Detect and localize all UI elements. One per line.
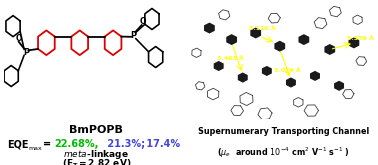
Text: 22.68%,: 22.68%, [54, 139, 98, 149]
Polygon shape [285, 77, 296, 88]
Polygon shape [274, 40, 286, 52]
Text: P: P [130, 31, 136, 40]
Text: P: P [23, 48, 29, 57]
Text: max: max [29, 146, 43, 150]
Polygon shape [309, 70, 321, 82]
Text: BmPOPB: BmPOPB [70, 125, 123, 135]
Text: O: O [15, 33, 22, 43]
Text: 3.074 Å: 3.074 Å [274, 68, 301, 73]
Polygon shape [249, 27, 262, 39]
Text: EQE: EQE [8, 139, 29, 149]
Polygon shape [298, 33, 310, 46]
Text: Supernumerary Transporting Channel: Supernumerary Transporting Channel [198, 127, 369, 136]
Text: =: = [43, 139, 54, 149]
Polygon shape [237, 72, 248, 83]
Polygon shape [348, 37, 360, 49]
Text: 3.110 Å: 3.110 Å [249, 26, 276, 31]
Polygon shape [203, 22, 215, 34]
Text: $\bf{(E_T}$$\bf{=2.82\ eV)}$: $\bf{(E_T}$$\bf{=2.82\ eV)}$ [62, 157, 131, 165]
Text: ($\mu_e$  around $10^{-4}$ cm$^2$ V$^{-1}$ s$^{-1}$ ): ($\mu_e$ around $10^{-4}$ cm$^2$ V$^{-1}… [217, 146, 350, 160]
Text: 3.539 Å: 3.539 Å [347, 36, 374, 41]
Polygon shape [261, 65, 273, 77]
Polygon shape [324, 43, 336, 56]
Polygon shape [226, 33, 238, 46]
Polygon shape [213, 60, 224, 72]
Polygon shape [333, 80, 345, 92]
Text: 17.4%: 17.4% [143, 139, 180, 149]
Text: $\it{meta}$-linkage: $\it{meta}$-linkage [64, 148, 129, 161]
Text: 21.3%;: 21.3%; [104, 139, 145, 149]
Text: O: O [139, 17, 146, 26]
Text: 3.463 Å: 3.463 Å [217, 56, 244, 61]
